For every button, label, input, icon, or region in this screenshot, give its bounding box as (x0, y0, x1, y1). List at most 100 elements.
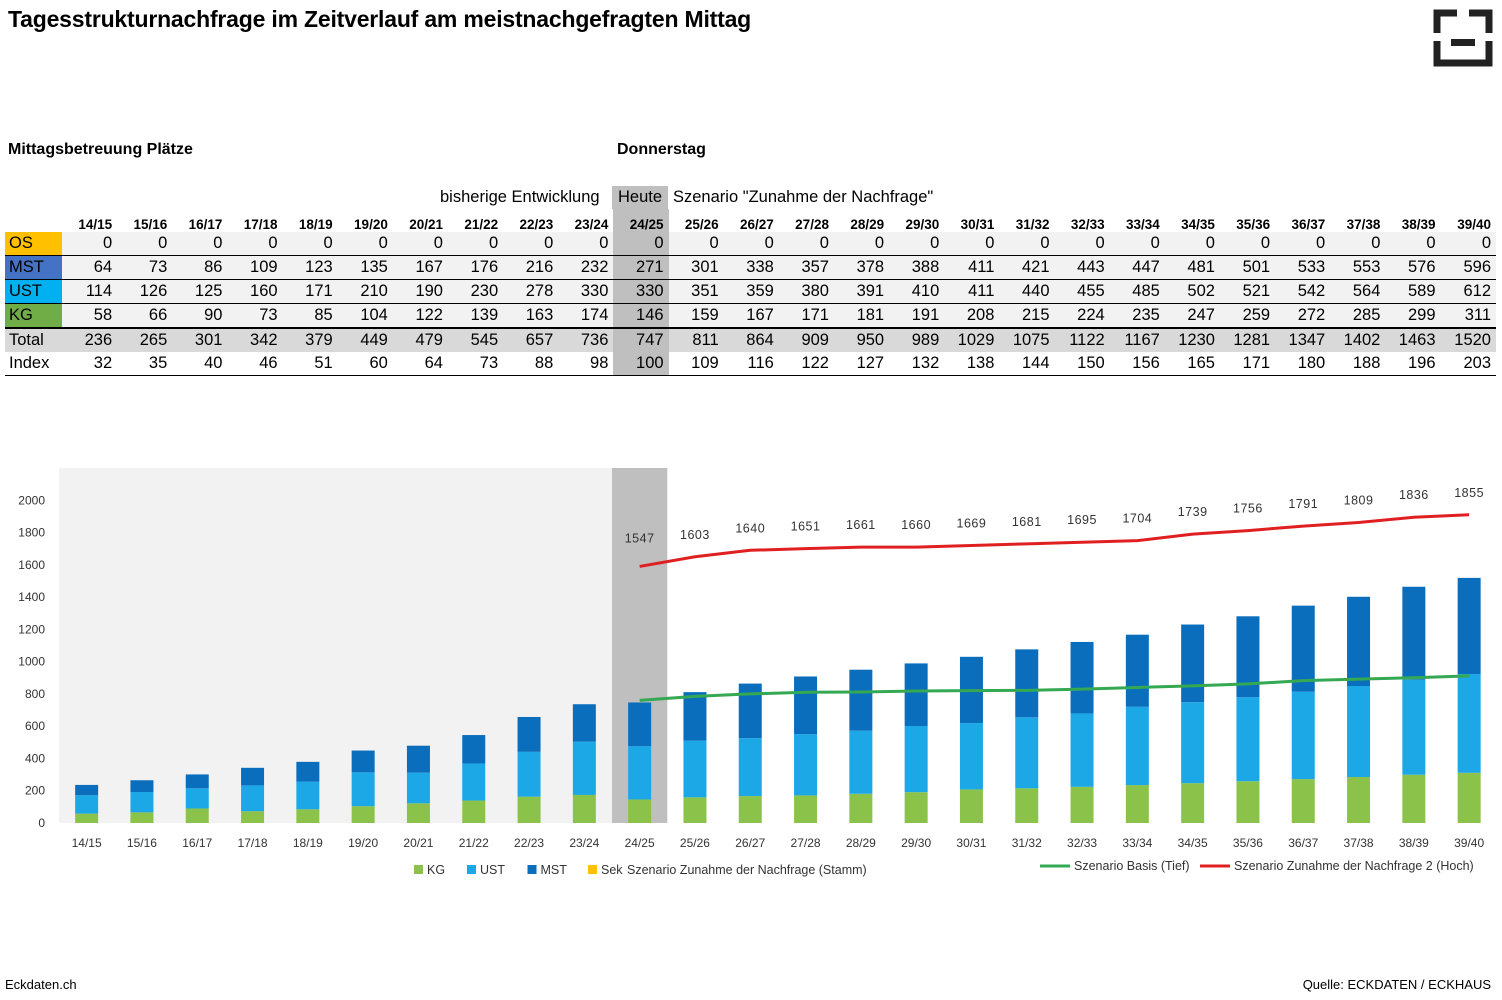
legend-bar-suffix: Szenario Zunahme der Nachfrage (Stamm) (627, 863, 867, 877)
table-label-day: Donnerstag (617, 141, 706, 158)
year-header: 25/26 (684, 217, 719, 232)
x-tick-label: 22/23 (514, 836, 544, 850)
x-tick-label: 35/36 (1233, 836, 1263, 850)
table-cell: 301 (172, 327, 228, 352)
x-tick-label: 21/22 (459, 836, 489, 850)
bar-segment-kg (75, 813, 99, 823)
table-row-ust: UST 114 126 125 160 171 210 190 230 278 330 330 351 3… (5, 279, 1496, 304)
table-corner (5, 209, 62, 232)
table-cell: 1075 (999, 327, 1055, 352)
bar-segment-mst (1070, 641, 1094, 714)
table-cell: 181 (833, 303, 890, 328)
bar-segment-mst (1457, 577, 1481, 675)
x-tick-label: 25/26 (680, 836, 710, 850)
bar-segment-mst (849, 669, 873, 731)
table-cell: 421 (999, 255, 1055, 280)
legend-line-label: Szenario Zunahme der Nachfrage 2 (Hoch) (1234, 859, 1474, 873)
table-cell: 272 (1275, 303, 1331, 328)
table-cell: 203 (1440, 352, 1496, 376)
table-cell: 501 (1219, 255, 1276, 280)
bar-segment-ust (738, 738, 762, 797)
bar-segment-mst (628, 702, 652, 747)
row-label: KG (5, 303, 62, 328)
table-cell: 330 (613, 279, 669, 304)
table-cell: 311 (1440, 303, 1496, 328)
x-tick-label: 28/29 (846, 836, 876, 850)
line-data-label: 1603 (680, 528, 710, 542)
bar-segment-kg (794, 795, 818, 823)
table-cell: 156 (1109, 352, 1165, 376)
table-cell: 171 (1219, 352, 1276, 376)
bar-segment-mst (517, 716, 541, 752)
bar-segment-ust (1236, 697, 1260, 782)
table-cell: 247 (1164, 303, 1220, 328)
table-cell: 35 (117, 352, 173, 376)
table-cell: 188 (1330, 352, 1386, 376)
table-cell: 171 (778, 303, 834, 328)
table-cell: 0 (1164, 232, 1220, 256)
table-cell: 299 (1385, 303, 1441, 328)
table-cell: 165 (1164, 352, 1220, 376)
table-cell: 447 (1109, 255, 1165, 280)
line-data-label: 1695 (1067, 513, 1097, 527)
y-tick-label: 1200 (18, 622, 45, 636)
stacked-bar-chart: 0 200 400 600 800 1000 1200 1400 1600 1800 2000 14/… (18, 468, 1484, 877)
table-cell: 0 (62, 232, 118, 256)
bar-segment-kg (185, 808, 209, 823)
x-tick-label: 27/28 (791, 836, 821, 850)
line-data-label: 1809 (1344, 494, 1374, 508)
bar-segment-ust (572, 741, 596, 795)
table-label-left: Mittagsbetreuung Plätze (8, 141, 193, 158)
bar-segment-kg (296, 809, 320, 823)
table-cell: 589 (1385, 279, 1441, 304)
table-cell: 596 (1440, 255, 1496, 280)
table-cell: 378 (833, 255, 890, 280)
table-cell: 0 (723, 232, 779, 256)
bar-segment-mst (1347, 596, 1371, 687)
table-cell: 109 (227, 255, 283, 280)
bar-segment-kg (1181, 783, 1205, 823)
table-cell: 485 (1109, 279, 1165, 304)
table-cell: 132 (889, 352, 945, 376)
bar-segment-ust (296, 781, 320, 810)
legend-swatch-mst (527, 865, 537, 874)
year-header: 14/15 (78, 217, 113, 232)
table-cell: 612 (1440, 279, 1496, 304)
year-header: 31/32 (1015, 217, 1050, 232)
bar-segment-kg (628, 799, 652, 823)
y-tick-label: 1400 (18, 590, 45, 604)
table-cell: 208 (944, 303, 1000, 328)
year-header: 29/30 (905, 217, 940, 232)
table-cell: 40 (172, 352, 228, 376)
bar-segment-kg (1347, 777, 1371, 823)
bar-segment-kg (241, 811, 265, 823)
table-cell: 553 (1330, 255, 1386, 280)
bar-segment-ust (130, 792, 154, 813)
table-cell: 0 (117, 232, 173, 256)
bar-segment-ust (462, 763, 486, 801)
x-tick-label: 16/17 (182, 836, 212, 850)
table-cell: 0 (392, 232, 448, 256)
line-data-label: 1704 (1122, 512, 1152, 526)
row-label: Index (5, 352, 62, 376)
table-cell: 122 (392, 303, 448, 328)
x-tick-label: 29/30 (901, 836, 931, 850)
table-cell: 481 (1164, 255, 1220, 280)
table-cell: 116 (723, 352, 779, 376)
table-cell: 410 (889, 279, 945, 304)
table-cell: 989 (889, 327, 945, 352)
table-cell: 167 (392, 255, 448, 280)
table-cell: 174 (558, 303, 614, 328)
year-header: 33/34 (1126, 217, 1160, 232)
table-cell: 1520 (1440, 327, 1496, 352)
x-tick-label: 14/15 (72, 836, 102, 850)
footer-source: Quelle: ECKDATEN / ECKHAUS (1302, 977, 1491, 992)
table-cell: 146 (613, 303, 669, 328)
bar-segment-kg (406, 803, 430, 823)
table-cell: 736 (558, 327, 614, 352)
year-header: 22/23 (519, 217, 554, 232)
bar-segment-mst (130, 780, 154, 793)
line-data-label: 1855 (1454, 486, 1484, 500)
year-header: 36/37 (1291, 217, 1326, 232)
bar-segment-kg (1402, 774, 1426, 823)
